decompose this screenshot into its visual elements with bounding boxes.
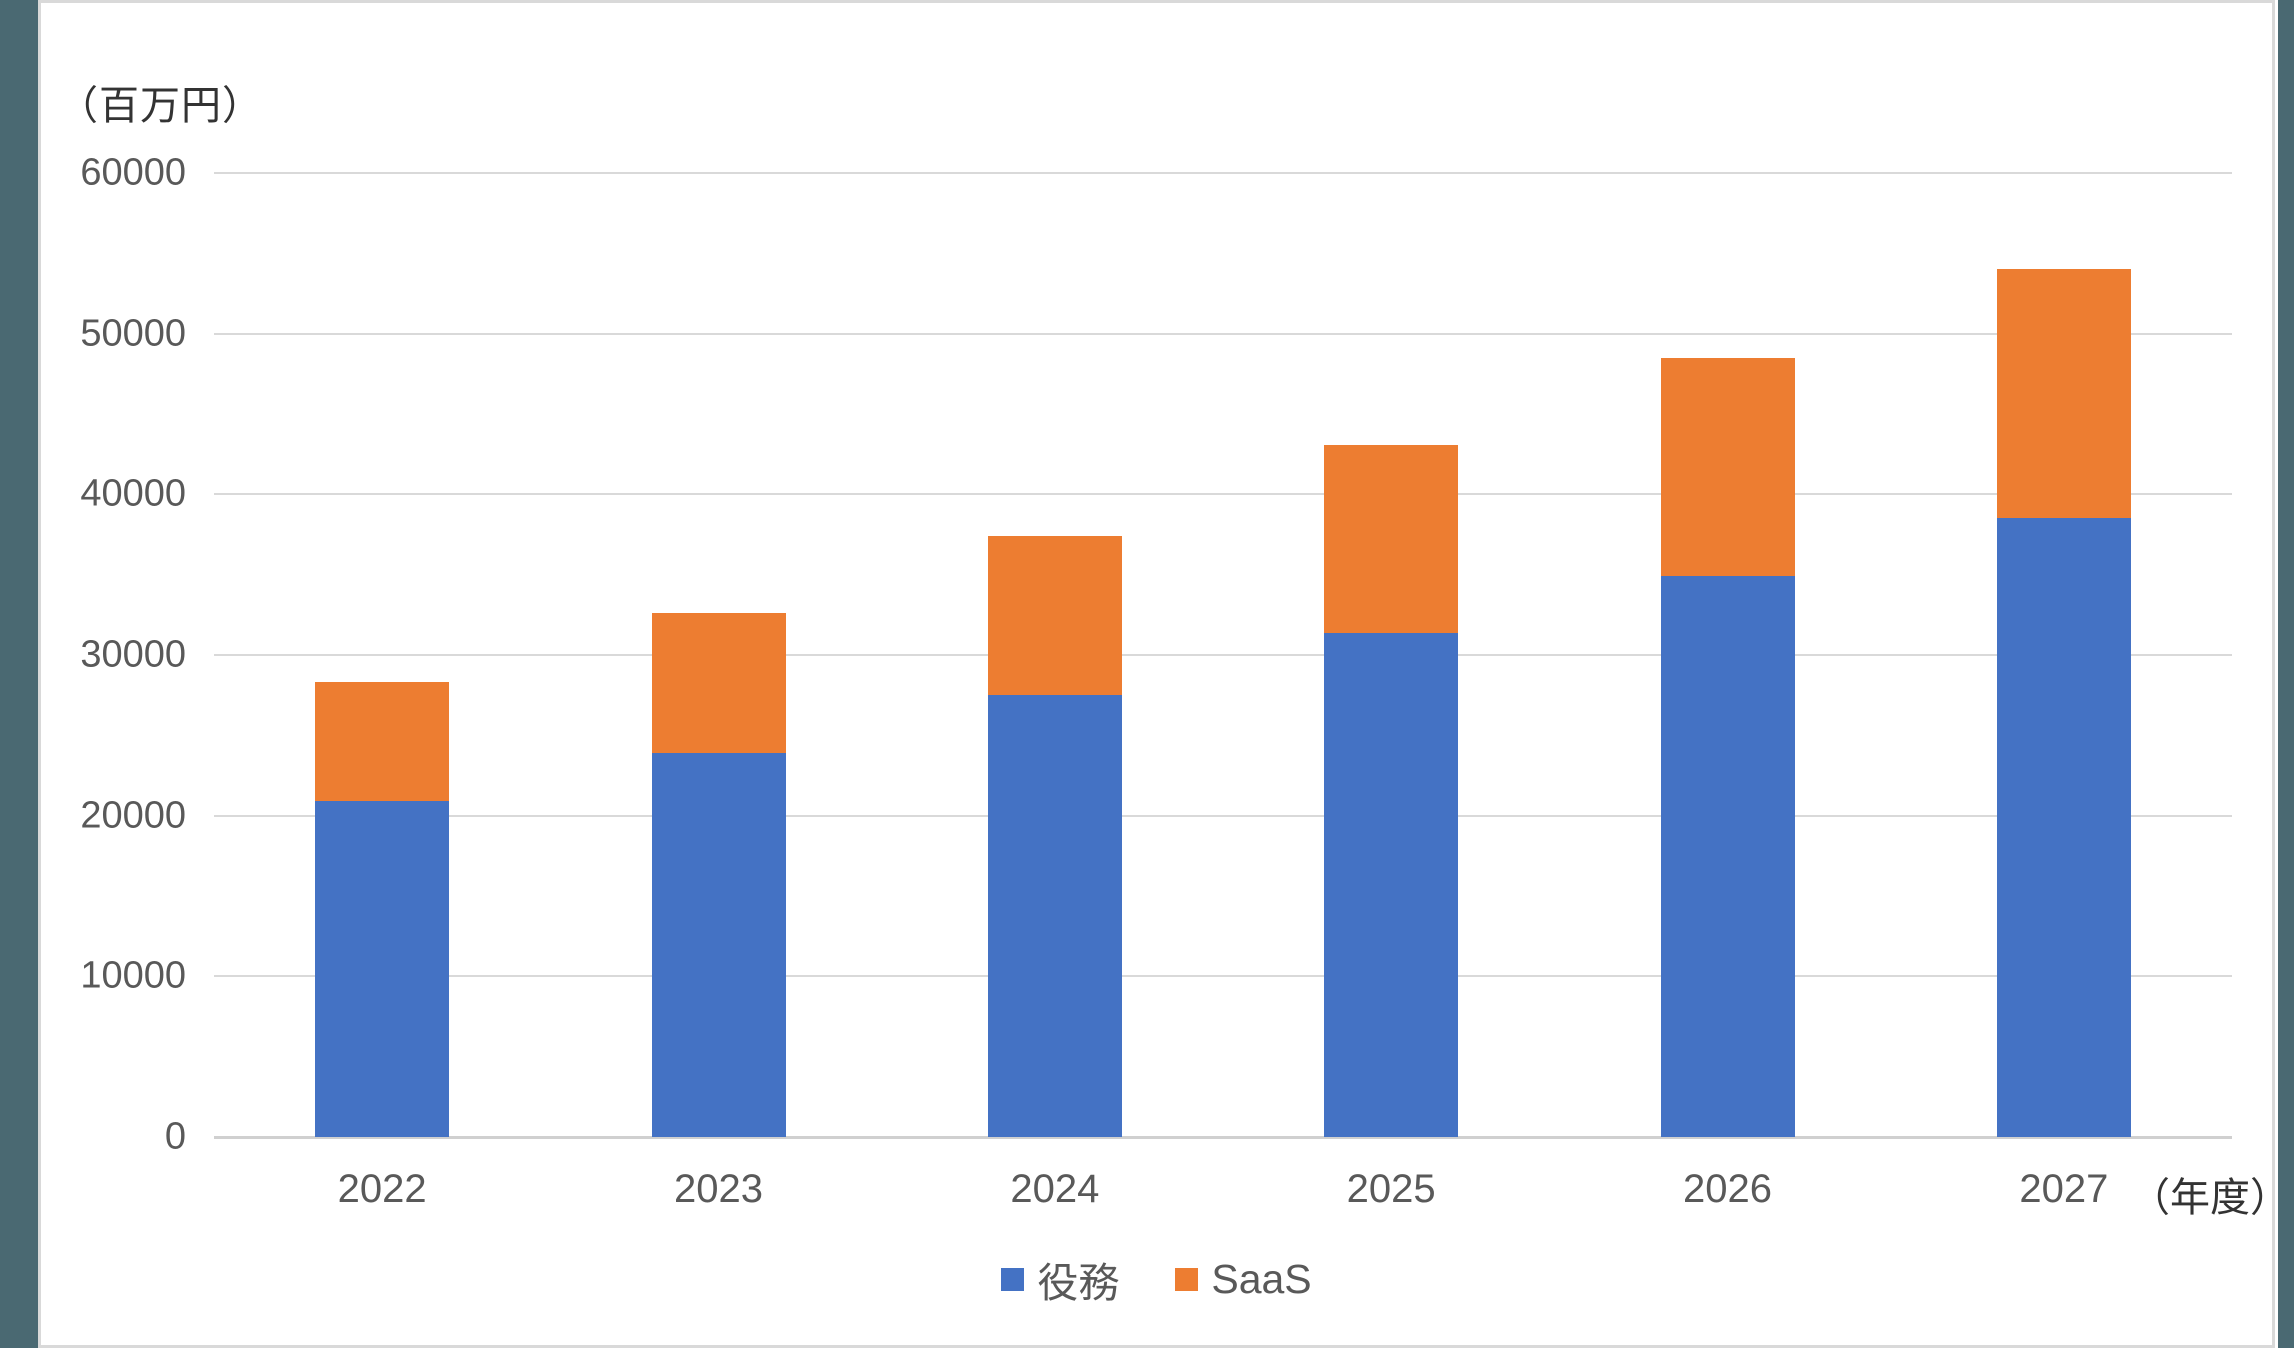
slide-edge-strip-right <box>2278 0 2294 1348</box>
x-tick-2022: 2022 <box>337 1167 427 1211</box>
chart-card: （百万円） 0 10000 20000 30000 40000 50000 60000 20… <box>38 0 2290 1351</box>
y-tick-10000: 10000 <box>80 954 186 997</box>
bar-2023-saas <box>651 613 786 754</box>
bar-2023-yakumu <box>651 753 786 1137</box>
bar-2027-yakumu <box>1996 518 2131 1137</box>
bar-2024-saas <box>987 536 1122 696</box>
x-tick-2023: 2023 <box>674 1167 763 1211</box>
bar-2022-saas <box>315 682 450 802</box>
legend-swatch-yakumu <box>1001 1267 1025 1291</box>
x-tick-2025: 2025 <box>1346 1167 1436 1211</box>
legend-item-saas: SaaS <box>1175 1255 1312 1303</box>
y-tick-0: 0 <box>164 1115 186 1158</box>
gridline-50000 <box>214 332 2232 335</box>
x-axis-tick-labels: 2022 2023 2024 2025 2026 2027 <box>214 1167 2232 1227</box>
bar-2026-yakumu <box>1660 576 1795 1137</box>
bar-2026-saas <box>1660 357 1795 577</box>
bar-2025-saas <box>1324 444 1459 633</box>
legend: 役務 SaaS <box>41 1249 2272 1309</box>
bar-2024-yakumu <box>987 695 1122 1137</box>
legend-swatch-saas <box>1175 1267 1199 1291</box>
x-axis-unit-label: （年度） <box>2130 1176 2290 1220</box>
x-tick-2027: 2027 <box>2019 1167 2109 1211</box>
gridline-10000 <box>214 975 2232 978</box>
bar-2025-yakumu <box>1324 632 1459 1137</box>
y-tick-60000: 60000 <box>80 151 186 194</box>
gridline-60000 <box>214 172 2232 174</box>
legend-item-yakumu: 役務 <box>1001 1249 1119 1309</box>
slide-edge-strip-left <box>0 0 38 1348</box>
y-axis-tick-labels: 0 10000 20000 30000 40000 50000 60000 <box>41 3 186 1351</box>
bar-2022-yakumu <box>315 801 450 1137</box>
legend-label-yakumu: 役務 <box>1037 1260 1120 1306</box>
plot-area <box>214 172 2232 1139</box>
y-tick-30000: 30000 <box>80 633 186 676</box>
x-axis-line <box>214 1136 2232 1139</box>
y-tick-20000: 20000 <box>80 794 186 837</box>
x-tick-2026: 2026 <box>1683 1167 1772 1211</box>
gridline-30000 <box>214 654 2232 656</box>
y-tick-40000: 40000 <box>80 472 186 515</box>
gridline-40000 <box>214 493 2232 496</box>
y-axis-unit-label: （百万円） <box>58 84 263 128</box>
bar-2027-saas <box>1996 269 2131 519</box>
gridline-20000 <box>214 814 2232 817</box>
y-tick-50000: 50000 <box>80 312 186 355</box>
legend-label-saas: SaaS <box>1211 1255 1312 1302</box>
x-tick-2024: 2024 <box>1010 1167 1100 1211</box>
